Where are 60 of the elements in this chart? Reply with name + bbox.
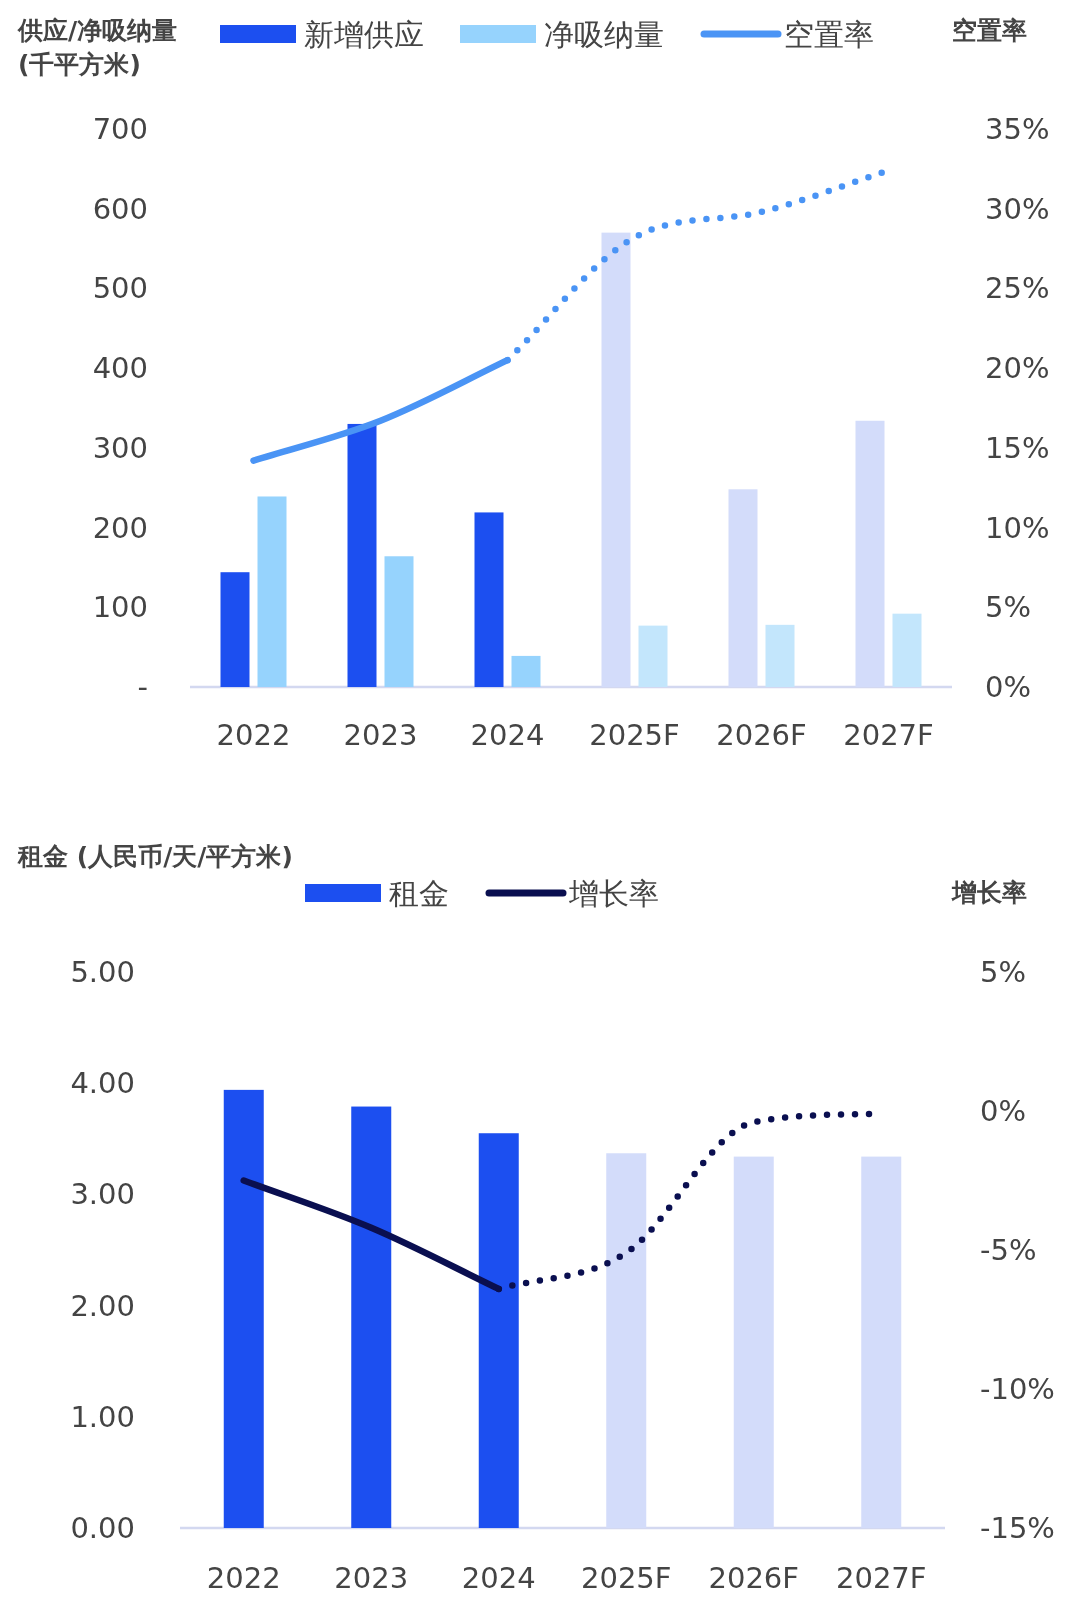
- legend-label: 空置率: [784, 17, 874, 52]
- y2-tick-label: 20%: [985, 351, 1050, 386]
- x-tick-label: 2023: [343, 718, 418, 752]
- y2-tick-label: 5%: [980, 955, 1027, 989]
- bar: [223, 1089, 264, 1528]
- x-tick-label: 2022: [216, 718, 291, 752]
- y2-axis-title: 空置率: [952, 15, 1027, 47]
- bar: [638, 625, 668, 687]
- y2-tick-label: 0%: [985, 670, 1032, 704]
- y-axis-title: 供应/净吸纳量 (千平方米): [18, 15, 179, 81]
- y-tick-label: 700: [92, 112, 148, 146]
- x-tick-label: 2026F: [716, 718, 807, 752]
- y-tick-label: -: [137, 670, 148, 704]
- x-tick-label: 2027F: [836, 1561, 927, 1595]
- x-tick-label: 2025F: [581, 1561, 672, 1595]
- y-tick-label: 1.00: [70, 1399, 135, 1434]
- legend-label: 增长率: [568, 876, 659, 911]
- x-tick-label: 2023: [334, 1561, 409, 1595]
- bar: [511, 655, 541, 687]
- y-tick-label: 4.00: [70, 1066, 135, 1101]
- y2-tick-label: 25%: [985, 271, 1050, 306]
- y-axis-title: 租金 (人民币/天/平方米): [18, 841, 294, 873]
- y-tick-label: 200: [92, 510, 148, 545]
- bar: [765, 624, 795, 687]
- y-tick-label: 3.00: [70, 1177, 135, 1212]
- y-tick-label: 400: [92, 351, 148, 386]
- y2-axis-title: 增长率: [952, 877, 1027, 909]
- x-tick-label: 2026F: [708, 1561, 799, 1595]
- y2-tick-label: 10%: [985, 510, 1050, 545]
- y2-tick-label: -5%: [980, 1233, 1037, 1267]
- bar: [347, 423, 377, 687]
- y2-tick-label: 30%: [985, 191, 1050, 226]
- y2-tick-label: -10%: [980, 1372, 1055, 1406]
- bar: [257, 496, 287, 687]
- bar: [220, 572, 250, 687]
- y2-tick-label: 5%: [985, 590, 1032, 625]
- y2-tick-label: 0%: [980, 1094, 1027, 1128]
- bar: [892, 613, 922, 687]
- legend-label: 新增供应: [304, 17, 424, 52]
- y-tick-label: 600: [92, 191, 148, 226]
- y2-tick-label: 35%: [985, 112, 1050, 146]
- y-tick-label: 5.00: [70, 955, 135, 989]
- legend-label: 净吸纳量: [544, 17, 664, 52]
- y2-tick-label: 15%: [985, 430, 1050, 465]
- x-tick-label: 2025F: [589, 718, 680, 752]
- bar: [351, 1106, 392, 1528]
- y-tick-label: 300: [92, 430, 148, 465]
- y-tick-label: 2.00: [70, 1288, 135, 1323]
- x-tick-label: 2027F: [843, 718, 934, 752]
- y-tick-label: 100: [92, 590, 148, 625]
- bar: [478, 1133, 519, 1528]
- bar: [384, 556, 414, 687]
- y-tick-label: 500: [92, 271, 148, 306]
- x-tick-label: 2022: [206, 1561, 281, 1595]
- legend-label: 租金: [389, 876, 449, 911]
- x-tick-label: 2024: [461, 1561, 536, 1595]
- y-tick-label: 0.00: [70, 1511, 135, 1545]
- y2-tick-label: -15%: [980, 1511, 1055, 1545]
- x-tick-label: 2024: [470, 718, 545, 752]
- bar: [474, 512, 504, 687]
